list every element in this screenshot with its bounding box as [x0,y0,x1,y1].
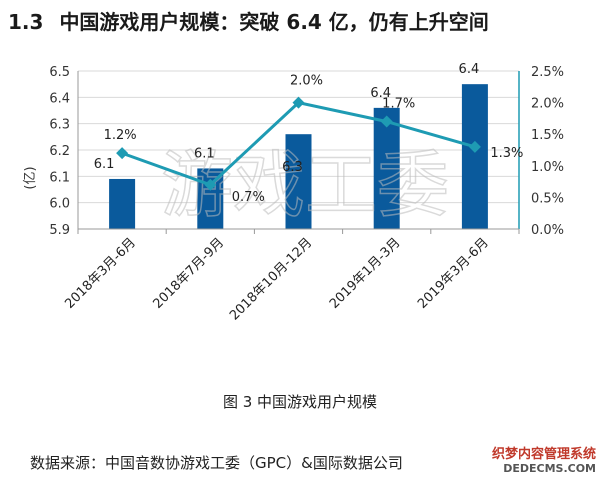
x-category-label: 2018年10月-12月 [227,235,315,323]
line-value-label: 0.7% [232,190,265,205]
y-tick-label: 6.1 [49,170,70,185]
bar-series [109,84,488,230]
x-category-label: 2019年1月-3月 [327,235,404,312]
corner-watermark: 织梦内容管理系统 DEDECMS.COM [492,448,596,476]
figure-caption: 图 3 中国游戏用户规模 [222,393,378,411]
bar-value-label: 6.4 [459,62,480,77]
y-axis-label: (亿) [23,166,38,189]
y2-tick-label: 1.5% [531,128,564,143]
user-scale-chart: 游戏工委 6.16.16.36.46.41.2%0.7%2.0%1.7%1.3%… [23,62,564,323]
bar-value-label: 6.1 [94,157,115,172]
bar [285,134,312,229]
line-point [468,140,481,153]
data-labels: 6.1 6.1 6.3 6.4 6.4 1.2% 0.7% 2.0% 1.7% 1.3% [94,62,524,205]
bar [109,178,136,229]
y-tick-label: 5.9 [49,223,70,238]
y2-tick-label: 2.5% [531,65,564,80]
y-tick-label: 6.4 [49,91,70,106]
watermark-line2: DEDECMS.COM [503,462,596,475]
bar [373,107,400,229]
y2-tick-label: 0.0% [531,223,564,238]
line-point [116,147,129,160]
line-value-label: 1.2% [104,128,137,143]
bar [461,84,488,230]
line-point [204,178,217,191]
data-source: 数据来源：中国音数协游戏工委（GPC）&国际数据公司 [30,454,403,472]
section-number: 1.3 [8,10,44,34]
x-category-label: 2019年3月-6月 [415,235,492,312]
line-point [292,96,305,109]
section-heading: 1.3 中国游戏用户规模：突破 6.4 亿，仍有上升空间 [8,6,489,35]
y-tick-label: 6.5 [49,65,70,80]
axes [77,71,520,234]
line-value-label: 1.3% [490,146,523,161]
line-point [380,115,393,128]
x-category-label: 2018年3月-6月 [62,235,139,312]
y-tick-label: 6.0 [49,197,70,212]
y2-tick-label: 0.5% [531,191,564,206]
x-category-label: 2018年7月-9月 [151,235,228,312]
y-tick-label: 6.2 [49,144,70,159]
y-tick-label: 6.3 [49,118,70,133]
line-value-label: 2.0% [290,74,323,89]
watermark-line1: 织梦内容管理系统 [491,447,596,462]
bar-value-label: 6.3 [282,160,303,175]
bar-value-label: 6.4 [370,86,391,101]
line-series [116,96,481,191]
line-value-label: 1.7% [382,97,415,112]
section-title: 中国游戏用户规模：突破 6.4 亿，仍有上升空间 [59,10,489,34]
y2-tick-label: 1.0% [531,160,564,175]
y2-tick-label: 2.0% [531,97,564,112]
bar-value-label: 6.1 [194,146,215,161]
